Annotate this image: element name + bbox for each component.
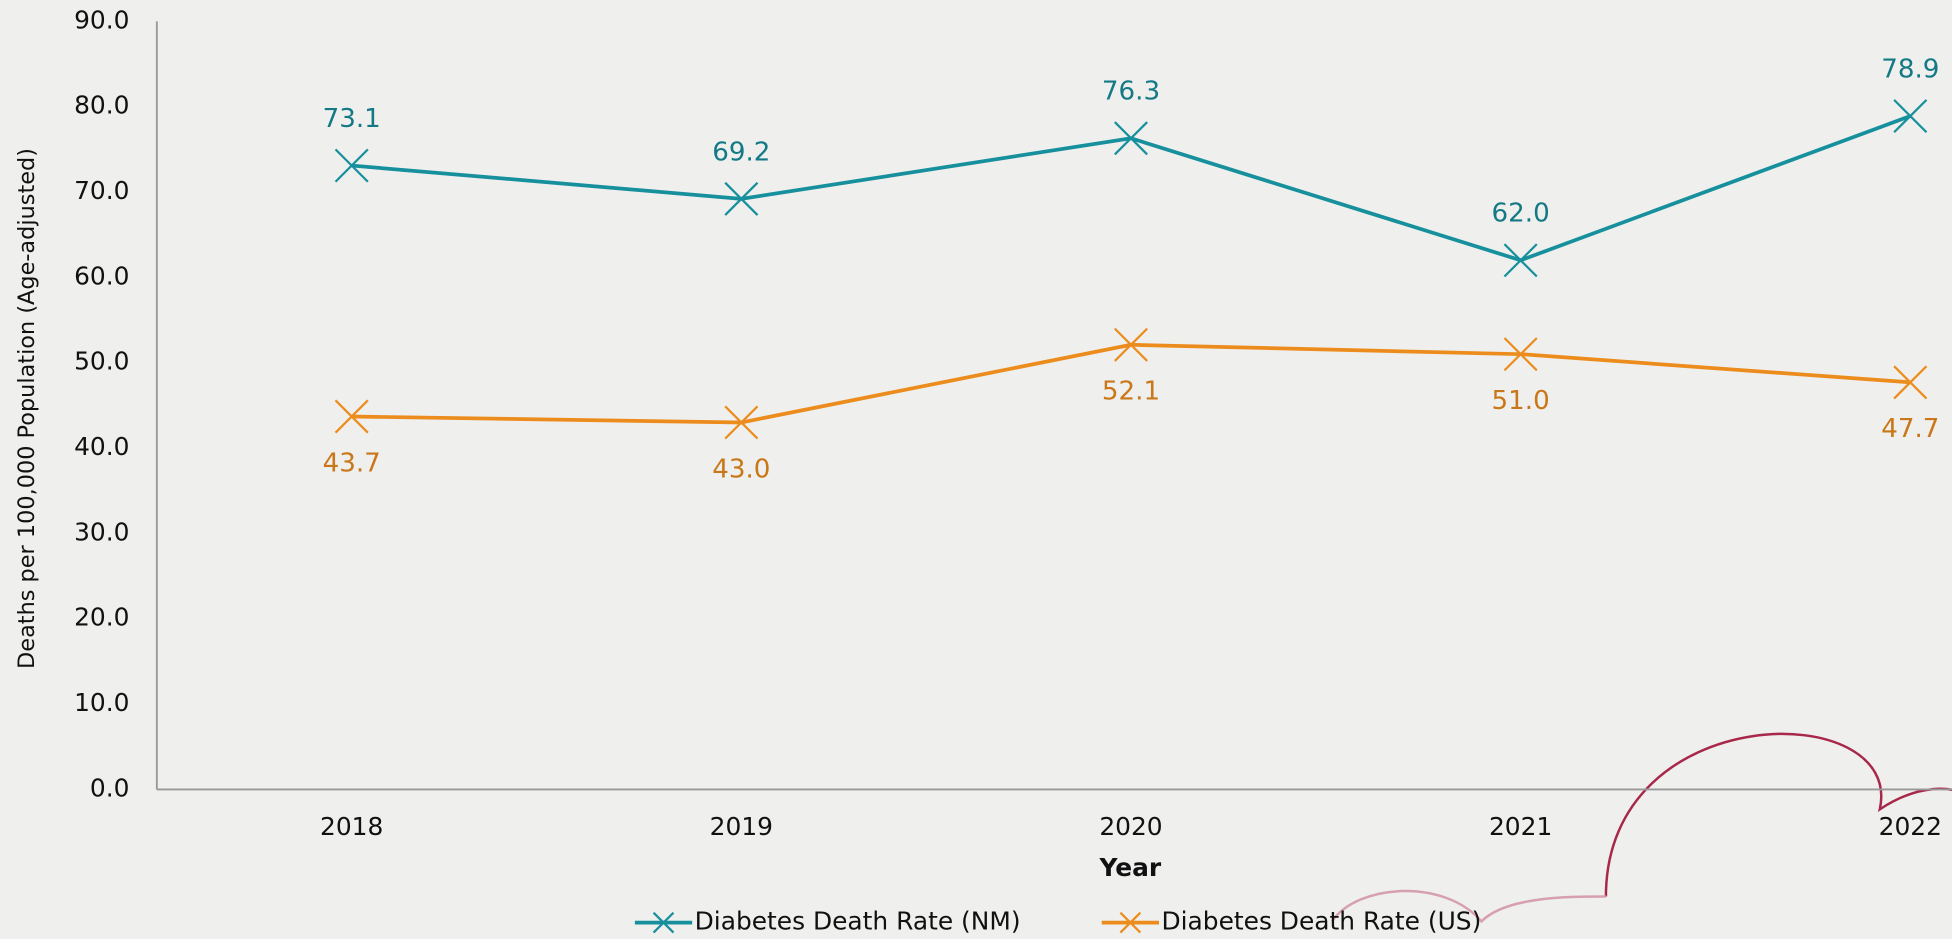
y-tick-label: 80.0 — [74, 91, 129, 120]
chart: Year Deaths per 100,000 Population (Age-… — [0, 0, 1952, 939]
x-tick-label: 2019 — [710, 812, 773, 841]
y-tick-label: 70.0 — [74, 176, 129, 205]
y-tick-label: 40.0 — [74, 432, 129, 461]
y-tick-label: 20.0 — [74, 603, 129, 632]
x-axis-title: Year — [1099, 853, 1162, 882]
data-label: 43.0 — [712, 454, 770, 484]
legend-label: Diabetes Death Rate (US) — [1161, 907, 1481, 936]
y-tick-label: 10.0 — [74, 688, 129, 717]
y-tick-label: 60.0 — [74, 261, 129, 290]
x-tick-label: 2018 — [320, 812, 383, 841]
x-tick-label: 2022 — [1879, 812, 1942, 841]
y-tick-label: 30.0 — [74, 517, 129, 546]
data-label: 73.1 — [323, 104, 381, 134]
data-label: 62.0 — [1492, 199, 1550, 229]
y-tick-label: 90.0 — [74, 5, 129, 34]
data-label: 52.1 — [1102, 377, 1160, 407]
data-label: 78.9 — [1881, 55, 1939, 85]
x-tick-label: 2021 — [1489, 812, 1552, 841]
x-tick-label: 2020 — [1099, 812, 1162, 841]
data-label: 47.7 — [1881, 414, 1939, 444]
legend-label: Diabetes Death Rate (NM) — [695, 907, 1021, 936]
y-axis-title: Deaths per 100,000 Population (Age-adjus… — [14, 148, 40, 669]
y-tick-label: 0.0 — [90, 773, 130, 802]
data-label: 69.2 — [712, 137, 770, 167]
data-label: 76.3 — [1102, 77, 1160, 107]
point-marker — [1504, 244, 1536, 276]
y-tick-label: 50.0 — [74, 347, 129, 376]
page: {"chart_data": {"type": "line", "x_label… — [0, 0, 1952, 939]
data-label: 43.7 — [323, 448, 381, 478]
data-label: 51.0 — [1492, 386, 1550, 416]
point-marker — [1894, 100, 1926, 132]
